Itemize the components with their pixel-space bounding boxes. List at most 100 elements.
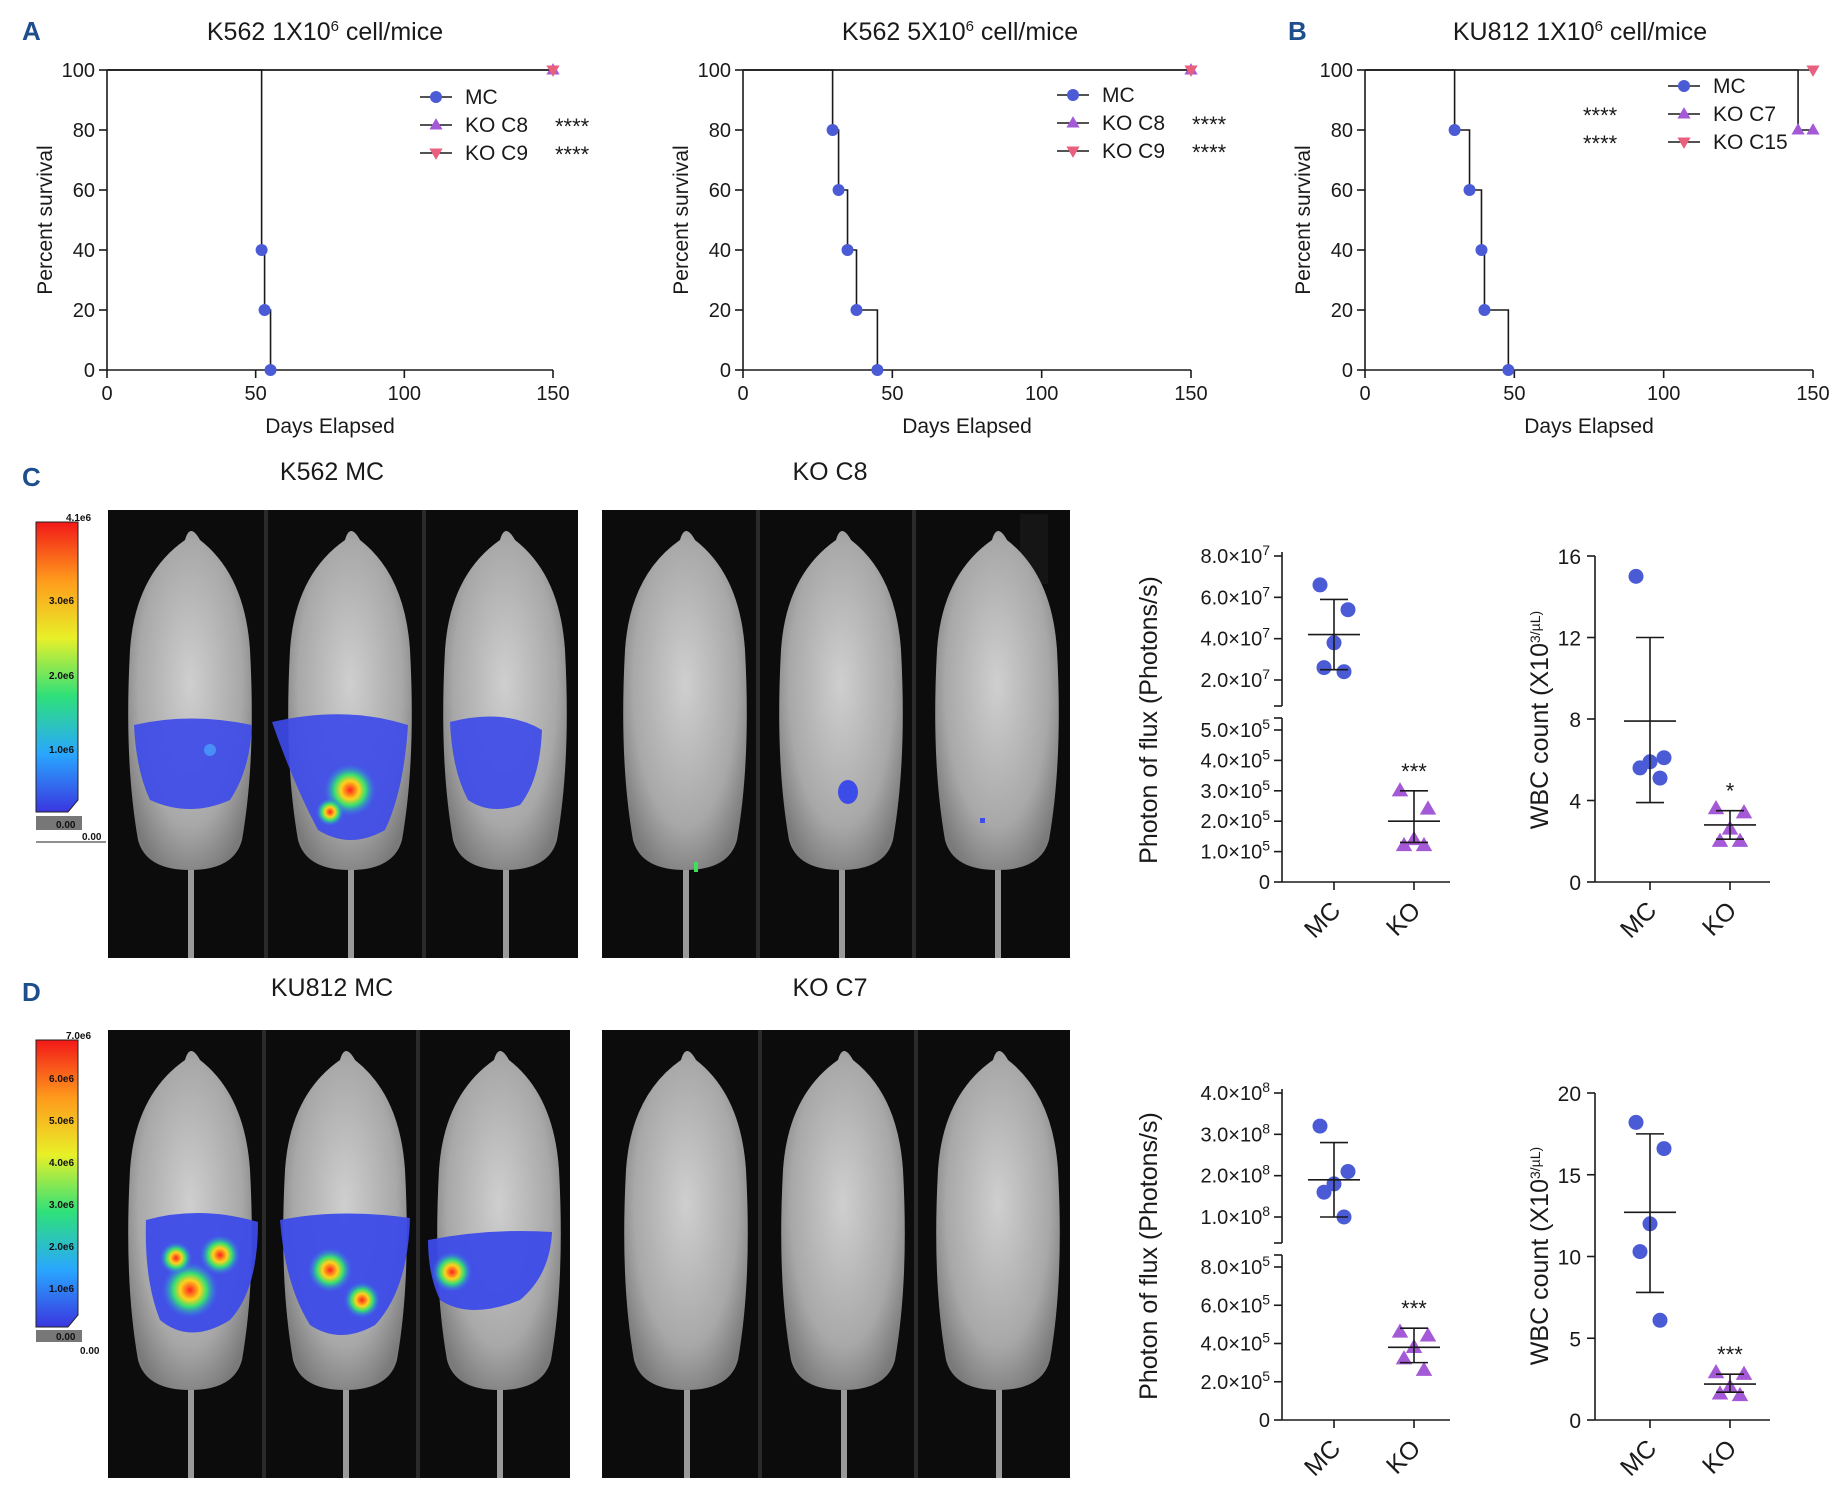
y-tick-label: 2.0×107 <box>1200 666 1270 692</box>
mouse-d-ko-2 <box>781 1051 905 1478</box>
survival-point <box>1502 364 1515 376</box>
colorbar-c: 4.1e6 3.0e6 2.0e6 1.0e6 0.00 0.00 <box>35 513 106 843</box>
survival-point <box>1806 123 1820 135</box>
colorbar-c-label-2: 1.0e6 <box>49 745 74 756</box>
y-tick-label: 8.0×107 <box>1200 542 1270 568</box>
y-tick-label: 20 <box>73 300 95 322</box>
y-tick-label: 0 <box>1259 1410 1270 1432</box>
data-point-ko <box>1419 1327 1437 1342</box>
x-tick-label: 0 <box>737 383 748 405</box>
y-tick-label: 8 <box>1569 709 1581 732</box>
data-point-ko <box>1395 836 1413 852</box>
survival-point <box>871 364 884 376</box>
legend-marker <box>1067 89 1079 101</box>
x-tick-label: 150 <box>1796 383 1829 405</box>
y-tick-label: 0 <box>720 360 731 382</box>
colorbar-d-base-block <box>36 1330 82 1342</box>
legend-label: KO C9 <box>465 142 528 165</box>
x-axis-label: Days Elapsed <box>1524 415 1654 438</box>
dot-plot-c-wbc: 0 4 8 12 16 MC KO WBC count (X103/µL) * <box>1526 546 1770 944</box>
x-tick-label: KO <box>1381 896 1426 941</box>
y-tick-label: 10 <box>1558 1247 1581 1270</box>
y-tick-label: 40 <box>73 240 95 262</box>
x-tick-label: 0 <box>1359 383 1370 405</box>
colorbar-c-label-1: 2.0e6 <box>49 671 74 682</box>
survival-point <box>1463 184 1476 196</box>
y-tick-label: 80 <box>73 120 95 142</box>
y-tick-label: 40 <box>709 240 731 262</box>
x-axis-label: Days Elapsed <box>265 415 395 438</box>
survival-point <box>1475 244 1488 256</box>
image-title-ko-c8: KO C8 <box>792 458 867 486</box>
mouse-d-mc-1 <box>128 1051 258 1478</box>
y-tick-label: 0 <box>1342 360 1353 382</box>
mouse-d-mc-2 <box>280 1051 410 1478</box>
y-tick-label: 6.0×105 <box>1200 1291 1270 1317</box>
y-tick-label: 60 <box>73 180 95 202</box>
y-tick-label: 1.0×108 <box>1200 1203 1270 1229</box>
x-tick-label: 100 <box>1025 383 1058 405</box>
panel-label-a: A <box>22 16 41 46</box>
survival-point <box>1806 65 1820 77</box>
significance-label: * <box>1726 779 1735 804</box>
colorbar-d-label-6: 0.00 <box>56 1332 76 1343</box>
survival-chart-k562-1e6: K562 1X106 cell/mice 0 50 100 150 0 20 40 60 80 10… <box>34 18 590 438</box>
legend-marker <box>1677 137 1691 149</box>
y-axis-label: Photon of flux (Photons/s) <box>1135 576 1163 864</box>
colorbar-c-label-0: 3.0e6 <box>49 596 74 607</box>
data-point-mc <box>1312 577 1328 593</box>
y-tick-label: 4 <box>1569 791 1581 814</box>
y-tick-label: 2.0×105 <box>1200 1368 1270 1394</box>
survival-chart-ku812-1e6: KU812 1X106 cell/mice 0 50 100 150 0 20 40 60 80 1… <box>1292 18 1830 438</box>
legend-marker <box>1678 80 1690 92</box>
chart-title: KU812 1X106 cell/mice <box>1453 18 1707 46</box>
legend-label: KO C15 <box>1713 131 1788 154</box>
data-point-ko <box>1391 1323 1409 1338</box>
data-point-mc <box>1628 568 1644 584</box>
x-tick-label: MC <box>1299 1434 1346 1481</box>
y-tick-label: 6.0×107 <box>1200 583 1270 609</box>
legend-marker <box>430 91 442 103</box>
colorbar-d-max: 7.0e6 <box>66 1031 91 1042</box>
y-tick-label: 16 <box>1558 546 1581 569</box>
x-tick-label: 150 <box>536 383 569 405</box>
chart-title: K562 1X106 cell/mice <box>207 18 443 46</box>
survival-point <box>264 364 277 376</box>
survival-point <box>841 244 854 256</box>
dot-plot-c-flux: 8.0×107 6.0×107 4.0×107 2.0×107 5.0×105 4.0×1… <box>1135 542 1450 944</box>
y-tick-label: 4.0×105 <box>1200 746 1270 772</box>
y-tick-label: 2.0×108 <box>1200 1162 1270 1188</box>
survival-chart-k562-5e6: K562 5X106 cell/mice 0 50 100 150 0 20 40 60 80 10… <box>670 18 1227 438</box>
y-tick-label: 5 <box>1569 1328 1581 1351</box>
x-tick-label: KO <box>1697 1434 1742 1479</box>
image-title-ku812-mc: KU812 MC <box>271 974 393 1002</box>
legend-marker <box>429 118 443 130</box>
colorbar-d-label-0: 6.0e6 <box>49 1074 74 1085</box>
x-tick-label: KO <box>1381 1434 1426 1479</box>
x-tick-label: 100 <box>1647 383 1680 405</box>
data-point-mc <box>1652 1312 1668 1328</box>
data-point-mc <box>1656 750 1672 766</box>
mouse-c-ko-1 <box>623 531 747 958</box>
y-tick-label: 15 <box>1558 1165 1581 1188</box>
data-point-ko <box>1391 782 1409 797</box>
y-tick-label: 3.0×108 <box>1200 1120 1270 1146</box>
data-point-mc <box>1340 602 1356 618</box>
data-point-ko <box>1415 836 1433 852</box>
survival-curve-mc <box>107 69 272 370</box>
survival-point <box>1791 123 1805 135</box>
y-tick-label: 1.0×105 <box>1200 838 1270 864</box>
mouse-c-mc-1 <box>128 531 252 958</box>
panel-label-d: D <box>22 977 41 1007</box>
x-tick-label: 50 <box>881 383 903 405</box>
mouse-c-mc-3 <box>443 531 567 958</box>
survival-curve-mc <box>1365 69 1510 370</box>
legend-marker <box>429 148 443 160</box>
mouse-c-ko-2 <box>779 531 903 958</box>
data-point-ko <box>1731 1386 1749 1402</box>
legend-significance: **** <box>1192 140 1227 165</box>
data-point-ko <box>1707 800 1725 815</box>
legend-significance: **** <box>1583 131 1618 156</box>
survival-curve-mc <box>743 69 879 370</box>
